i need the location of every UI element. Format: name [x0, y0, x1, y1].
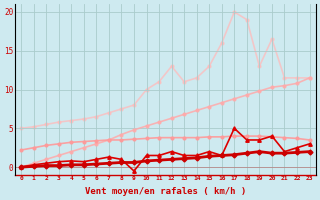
X-axis label: Vent moyen/en rafales ( km/h ): Vent moyen/en rafales ( km/h ): [85, 187, 246, 196]
